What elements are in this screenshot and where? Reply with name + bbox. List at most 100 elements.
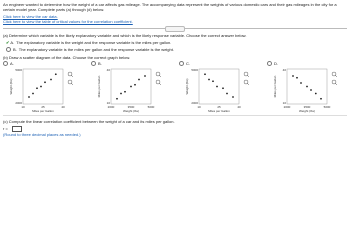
x-tick-label: 3500 [304, 105, 311, 109]
scatter-dot [320, 97, 322, 100]
icon-lens [331, 79, 337, 85]
zoom-icon[interactable] [67, 79, 74, 86]
divider [3, 115, 347, 116]
scatter-dot [222, 87, 224, 90]
expand-button[interactable] [165, 26, 185, 32]
plot-frame [286, 68, 328, 105]
y-axis-label: Miles per Gallon [273, 75, 277, 97]
icon-lens [67, 79, 73, 85]
plot-frame [198, 68, 240, 105]
intro: An engineer wanted to determine how the … [3, 2, 337, 12]
scatter-dot [134, 83, 136, 86]
scatter-dot [314, 92, 317, 95]
y-tick-label: 10 [107, 101, 111, 105]
x-tick-label: 3500 [128, 105, 135, 109]
scatter-dot [144, 75, 146, 77]
icon-lens [243, 71, 249, 77]
answer-option[interactable]: B. [91, 61, 102, 67]
option-letter: B. [98, 61, 102, 66]
answer-option[interactable]: D. [267, 61, 278, 67]
scatter-dot [36, 87, 38, 90]
scatter-dot [310, 89, 312, 91]
icon-lens [155, 71, 161, 77]
icon-lens [155, 79, 161, 85]
zoom-icon[interactable] [243, 71, 250, 78]
scatter-dot [54, 73, 57, 76]
scatter-dot [216, 85, 218, 88]
x-axis-label: Weight (lbs) [123, 109, 139, 113]
zoom-icon[interactable] [155, 71, 162, 78]
icon-handle [335, 75, 338, 78]
radio [91, 61, 96, 67]
x-tick-label: 10 [21, 105, 25, 109]
check-icon: ✔ [6, 40, 10, 46]
part-a-prompt: (a) Determine which variable is the like… [3, 33, 247, 38]
zoom-icon[interactable] [331, 71, 338, 78]
option-letter: D. [274, 61, 278, 66]
icon-handle [71, 83, 74, 86]
x-tick-label: 5000 [148, 105, 155, 109]
scatter-dot [204, 73, 206, 76]
answer-option[interactable]: B. The explanatory variable is the miles … [6, 47, 174, 53]
link[interactable]: Click here to view the car data. [3, 14, 58, 19]
x-tick-label: 25 [217, 105, 221, 109]
scatter-dot [120, 92, 122, 95]
scatter-dot [138, 78, 140, 81]
link[interactable]: Click here to view the table of critical… [3, 19, 133, 24]
icon-handle [247, 83, 250, 86]
radio [179, 61, 184, 67]
y-tick-label: 40 [283, 68, 287, 72]
part-b-prompt: (b) Draw a scatter diagram of the data. … [3, 55, 131, 60]
plot-frame [22, 68, 64, 105]
answer-input[interactable] [12, 126, 22, 132]
radio [6, 47, 11, 53]
y-tick-label: 2000 [191, 101, 198, 105]
icon-lens [331, 71, 337, 77]
x-tick-label: 25 [41, 105, 45, 109]
x-tick-label: 40 [237, 105, 241, 109]
scatter-dot [32, 92, 34, 95]
option-text: The explanatory variable is the weight a… [16, 40, 172, 45]
icon-handle [335, 83, 338, 86]
icon-lens [243, 79, 249, 85]
option-letter: B. [13, 47, 17, 52]
scatter-dot [50, 78, 52, 81]
input-label: r = [3, 126, 8, 131]
option-text: The explanatory variable is the miles pe… [18, 47, 174, 52]
x-tick-label: 2000 [284, 105, 291, 109]
scatter-dot [208, 78, 210, 81]
zoom-icon[interactable] [243, 79, 250, 86]
scatter-dot [124, 90, 126, 93]
x-tick-label: 2000 [108, 105, 115, 109]
zoom-icon[interactable] [155, 79, 162, 86]
scatter-dot [44, 81, 46, 84]
answer-option[interactable]: C. [179, 61, 190, 67]
y-tick-label: 5000 [15, 68, 22, 72]
y-axis-label: Weight (lbs) [185, 79, 189, 95]
scatter-dot [306, 85, 308, 88]
y-axis-label: Weight (lbs) [9, 79, 13, 95]
scatter-dot [296, 76, 298, 79]
x-axis-label: Miles per Gallon [32, 109, 54, 113]
answer-option[interactable]: ✔A. The explanatory variable is the weigh… [6, 40, 171, 45]
part-c-prompt: (c) Compute the linear correlation coeff… [3, 119, 175, 124]
page: An engineer wanted to determine how the … [3, 2, 347, 137]
y-tick-label: 10 [283, 101, 287, 105]
radio [267, 61, 272, 67]
x-axis-label: Miles per Gallon [208, 109, 230, 113]
answer-option[interactable]: A. [3, 61, 14, 67]
x-tick-label: 10 [197, 105, 201, 109]
x-tick-label: 40 [61, 105, 65, 109]
zoom-icon[interactable] [67, 71, 74, 78]
option-letter: A. [10, 61, 14, 66]
scatter-dot [212, 80, 214, 83]
icon-handle [247, 75, 250, 78]
option-letter: C. [186, 61, 190, 66]
y-axis-label: Miles per Gallon [97, 75, 101, 97]
zoom-icon[interactable] [331, 79, 338, 86]
scatter-dot [292, 75, 294, 77]
y-tick-label: 40 [107, 68, 111, 72]
